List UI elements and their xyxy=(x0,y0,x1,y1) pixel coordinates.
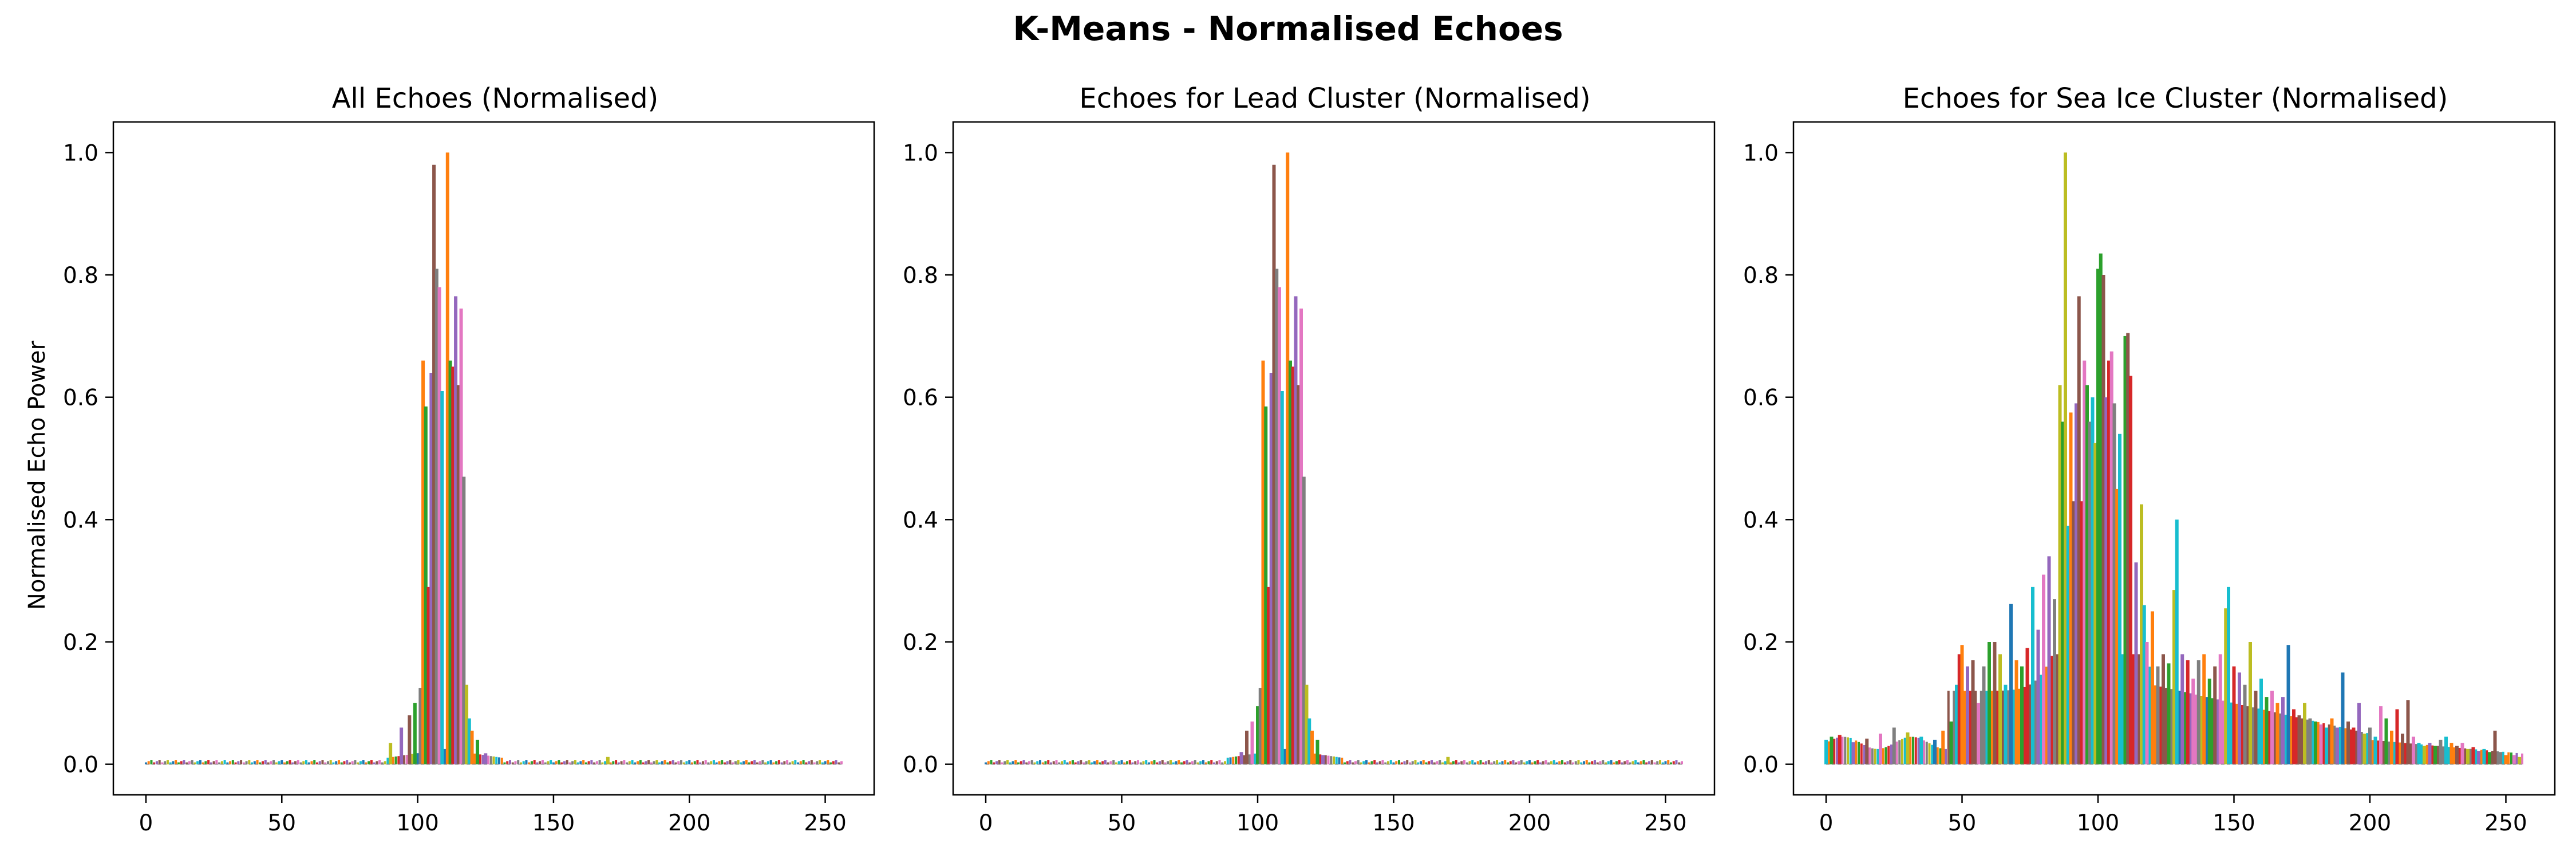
y-tick-label: 0.6 xyxy=(63,385,98,411)
x-tick-label: 200 xyxy=(2349,810,2391,836)
y-tick-label: 0.2 xyxy=(1743,630,1779,656)
y-tick-label: 0.8 xyxy=(903,263,938,289)
x-tick-label: 200 xyxy=(1508,810,1551,836)
y-tick-label: 0.0 xyxy=(63,752,98,778)
panel-title: Echoes for Sea Ice Cluster (Normalised) xyxy=(1903,82,2448,115)
x-tick-label: 150 xyxy=(1372,810,1415,836)
y-axis-label: Normalised Echo Power xyxy=(24,340,50,610)
x-tick-label: 0 xyxy=(979,810,993,836)
y-tick-label: 0.4 xyxy=(1743,507,1779,533)
x-tick-label: 250 xyxy=(2484,810,2527,836)
y-tick-label: 1.0 xyxy=(903,140,938,166)
x-tick-label: 150 xyxy=(532,810,575,836)
y-tick-label: 0.0 xyxy=(1743,752,1779,778)
x-tick-label: 250 xyxy=(804,810,846,836)
panel-lead-cluster: Echoes for Lead Cluster (Normalised) 0 50… xyxy=(903,82,1716,836)
axes-frame xyxy=(1792,121,2556,796)
panel-title: All Echoes (Normalised) xyxy=(332,82,659,115)
x-tick-label: 50 xyxy=(267,810,296,836)
y-tick-label: 1.0 xyxy=(63,140,98,166)
y-tick-label: 0.2 xyxy=(63,630,98,656)
y-tick-label: 0.2 xyxy=(903,630,938,656)
x-tick-label: 50 xyxy=(1948,810,1977,836)
x-tick-label: 250 xyxy=(1644,810,1686,836)
y-tick-label: 0.4 xyxy=(63,507,98,533)
axes-frame xyxy=(112,121,875,796)
x-tick-label: 0 xyxy=(1819,810,1834,836)
x-tick-label: 200 xyxy=(668,810,710,836)
y-tick-label: 0.6 xyxy=(903,385,938,411)
x-tick-label: 50 xyxy=(1108,810,1136,836)
x-tick-label: 100 xyxy=(396,810,438,836)
figure-title: K-Means - Normalised Echoes xyxy=(1013,9,1563,48)
x-tick-label: 100 xyxy=(2077,810,2119,836)
panel-all-echoes: All Echoes (Normalised) Normalised Echo … xyxy=(24,82,875,836)
x-tick-label: 150 xyxy=(2212,810,2255,836)
y-tick-label: 0.0 xyxy=(903,752,938,778)
panel-title: Echoes for Lead Cluster (Normalised) xyxy=(1079,82,1590,115)
x-tick-label: 0 xyxy=(139,810,153,836)
y-tick-label: 0.8 xyxy=(63,263,98,289)
y-tick-label: 0.4 xyxy=(903,507,938,533)
panel-sea-ice-cluster: Echoes for Sea Ice Cluster (Normalised) … xyxy=(1743,82,2556,836)
x-tick-label: 100 xyxy=(1236,810,1279,836)
y-tick-label: 0.8 xyxy=(1743,263,1779,289)
y-tick-label: 0.6 xyxy=(1743,385,1779,411)
axes-frame xyxy=(952,121,1716,796)
y-tick-label: 1.0 xyxy=(1743,140,1779,166)
